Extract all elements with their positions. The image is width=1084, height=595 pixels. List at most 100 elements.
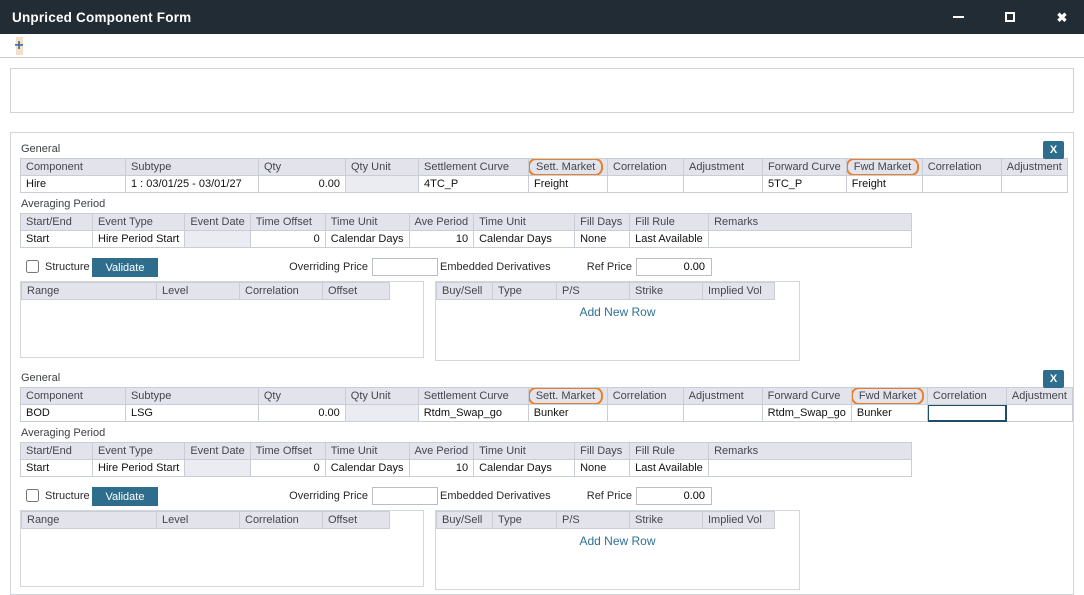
derivatives-table: Buy/Sell Type P/S Strike Implied Vol bbox=[436, 282, 775, 300]
cell-correlation-sett[interactable] bbox=[606, 404, 684, 422]
cell-fill-rule[interactable]: Last Available bbox=[629, 230, 710, 248]
validate-button[interactable]: Validate bbox=[92, 487, 158, 506]
cell-start-end[interactable]: Start bbox=[20, 459, 93, 477]
col-time-offset: Time Offset bbox=[249, 213, 326, 231]
col-fill-days: Fill Days bbox=[574, 442, 631, 460]
col-type: Type bbox=[492, 282, 557, 300]
col-forward-curve: Forward Curve bbox=[762, 158, 847, 176]
cell-fill-days[interactable]: None bbox=[574, 459, 631, 477]
cell-fill-days[interactable]: None bbox=[574, 230, 631, 248]
overriding-price-input[interactable] bbox=[372, 258, 438, 276]
remove-section-button[interactable]: X bbox=[1043, 370, 1064, 388]
add-tab-button[interactable]: + bbox=[11, 36, 27, 55]
cell-subtype[interactable]: 1 : 03/01/25 - 03/01/27 bbox=[125, 175, 259, 193]
cell-correlation-fwd[interactable] bbox=[921, 175, 1002, 193]
ref-price-input[interactable] bbox=[636, 258, 712, 276]
col-start-end: Start/End bbox=[20, 442, 93, 460]
cell-event-type[interactable]: Hire Period Start bbox=[91, 230, 186, 248]
cell-settlement-curve[interactable]: 4TC_P bbox=[418, 175, 529, 193]
tab-strip: + bbox=[0, 34, 1084, 58]
col-qty-unit: Qty Unit bbox=[345, 158, 419, 176]
general-table: Component Subtype Qty Qty Unit Settlemen… bbox=[20, 158, 1068, 193]
col-range: Range bbox=[21, 282, 157, 300]
overriding-price-label: Overriding Price bbox=[289, 261, 368, 273]
cell-component[interactable]: Hire bbox=[20, 175, 126, 193]
cell-ave-period[interactable]: 10 bbox=[408, 459, 475, 477]
close-icon[interactable]: ✖ bbox=[1056, 9, 1068, 25]
structure-controls-row: Structure Validate Overriding Price Embe… bbox=[20, 487, 1073, 507]
cell-adjustment-sett[interactable] bbox=[682, 404, 763, 422]
col-fwd-market: Fwd Market bbox=[845, 158, 923, 176]
cell-qty[interactable]: 0.00 bbox=[257, 404, 346, 422]
cell-qty-unit bbox=[344, 404, 419, 422]
col-correlation-fwd: Correlation bbox=[921, 158, 1002, 176]
general-data-row: BOD LSG 0.00 Rtdm_Swap_go Bunker Rtdm_Sw… bbox=[20, 404, 1073, 422]
cell-start-end[interactable]: Start bbox=[20, 230, 93, 248]
col-adjustment-fwd: Adjustment bbox=[1005, 387, 1073, 405]
cell-forward-curve[interactable]: 5TC_P bbox=[762, 175, 847, 193]
cell-correlation-sett[interactable] bbox=[607, 175, 684, 193]
cell-adjustment-fwd[interactable] bbox=[1000, 175, 1068, 193]
col-fill-rule: Fill Rule bbox=[629, 213, 710, 231]
ref-price-input[interactable] bbox=[636, 487, 712, 505]
cell-time-unit-2[interactable]: Calendar Days bbox=[473, 230, 576, 248]
cell-qty-unit bbox=[345, 175, 419, 193]
cell-sett-market[interactable]: Bunker bbox=[527, 404, 608, 422]
col-buy-sell: Buy/Sell bbox=[436, 282, 493, 300]
col-fill-days: Fill Days bbox=[574, 213, 631, 231]
cell-sett-market[interactable]: Freight bbox=[528, 175, 608, 193]
averaging-data-row: Start Hire Period Start 0 Calendar Days … bbox=[20, 230, 913, 248]
cell-qty[interactable]: 0.00 bbox=[258, 175, 346, 193]
add-new-row-link[interactable]: Add New Row bbox=[579, 534, 656, 548]
sett-market-highlight: Sett. Market bbox=[529, 159, 604, 175]
structure-checkbox[interactable] bbox=[26, 260, 39, 273]
col-sett-market: Sett. Market bbox=[528, 158, 608, 176]
cell-time-unit-2[interactable]: Calendar Days bbox=[473, 459, 576, 477]
general-table: Component Subtype Qty Qty Unit Settlemen… bbox=[20, 387, 1073, 422]
cell-fill-rule[interactable]: Last Available bbox=[629, 459, 710, 477]
maximize-icon[interactable] bbox=[1002, 9, 1018, 25]
cell-component[interactable]: BOD bbox=[20, 404, 126, 422]
remove-section-button[interactable]: X bbox=[1043, 141, 1064, 159]
col-level: Level bbox=[156, 282, 240, 300]
col-settlement-curve: Settlement Curve bbox=[417, 387, 529, 405]
derivatives-header-row: Buy/Sell Type P/S Strike Implied Vol bbox=[436, 511, 775, 529]
col-event-date: Event Date bbox=[184, 213, 251, 231]
cell-adjustment-sett[interactable] bbox=[683, 175, 763, 193]
cell-remarks[interactable] bbox=[708, 459, 913, 477]
minimize-icon[interactable] bbox=[950, 9, 966, 25]
range-header-row: Range Level Correlation Offset bbox=[21, 282, 390, 300]
general-label: General bbox=[21, 372, 61, 384]
cell-time-unit[interactable]: Calendar Days bbox=[324, 459, 410, 477]
cell-fwd-market[interactable]: Freight bbox=[845, 175, 923, 193]
col-correlation-fwd: Correlation bbox=[926, 387, 1007, 405]
structure-range-panel: Range Level Correlation Offset bbox=[20, 281, 424, 358]
cell-correlation-fwd-focused[interactable] bbox=[926, 404, 1007, 422]
cell-event-type[interactable]: Hire Period Start bbox=[91, 459, 186, 477]
cell-subtype[interactable]: LSG bbox=[124, 404, 259, 422]
add-new-row-link[interactable]: Add New Row bbox=[579, 305, 656, 319]
derivatives-header-row: Buy/Sell Type P/S Strike Implied Vol bbox=[436, 282, 775, 300]
col-fill-rule: Fill Rule bbox=[629, 442, 710, 460]
cell-adjustment-fwd[interactable] bbox=[1005, 404, 1073, 422]
col-subtype: Subtype bbox=[125, 158, 259, 176]
general-data-row: Hire 1 : 03/01/25 - 03/01/27 0.00 4TC_P … bbox=[20, 175, 1068, 193]
structure-checkbox[interactable] bbox=[26, 489, 39, 502]
cell-ave-period[interactable]: 10 bbox=[408, 230, 475, 248]
structure-controls-row: Structure Validate Overriding Price Embe… bbox=[20, 258, 1073, 278]
col-implied-vol: Implied Vol bbox=[702, 282, 775, 300]
col-adjustment-sett: Adjustment bbox=[683, 158, 763, 176]
cell-remarks[interactable] bbox=[708, 230, 913, 248]
col-ps: P/S bbox=[556, 282, 630, 300]
cell-time-offset[interactable]: 0 bbox=[249, 459, 326, 477]
validate-button[interactable]: Validate bbox=[92, 258, 158, 277]
window-controls: ✖ bbox=[950, 9, 1070, 25]
cell-time-unit[interactable]: Calendar Days bbox=[324, 230, 410, 248]
cell-fwd-market[interactable]: Bunker bbox=[850, 404, 928, 422]
col-subtype: Subtype bbox=[124, 387, 259, 405]
overriding-price-input[interactable] bbox=[372, 487, 438, 505]
cell-settlement-curve[interactable]: Rtdm_Swap_go bbox=[417, 404, 529, 422]
col-start-end: Start/End bbox=[20, 213, 93, 231]
cell-time-offset[interactable]: 0 bbox=[249, 230, 326, 248]
cell-forward-curve[interactable]: Rtdm_Swap_go bbox=[761, 404, 852, 422]
